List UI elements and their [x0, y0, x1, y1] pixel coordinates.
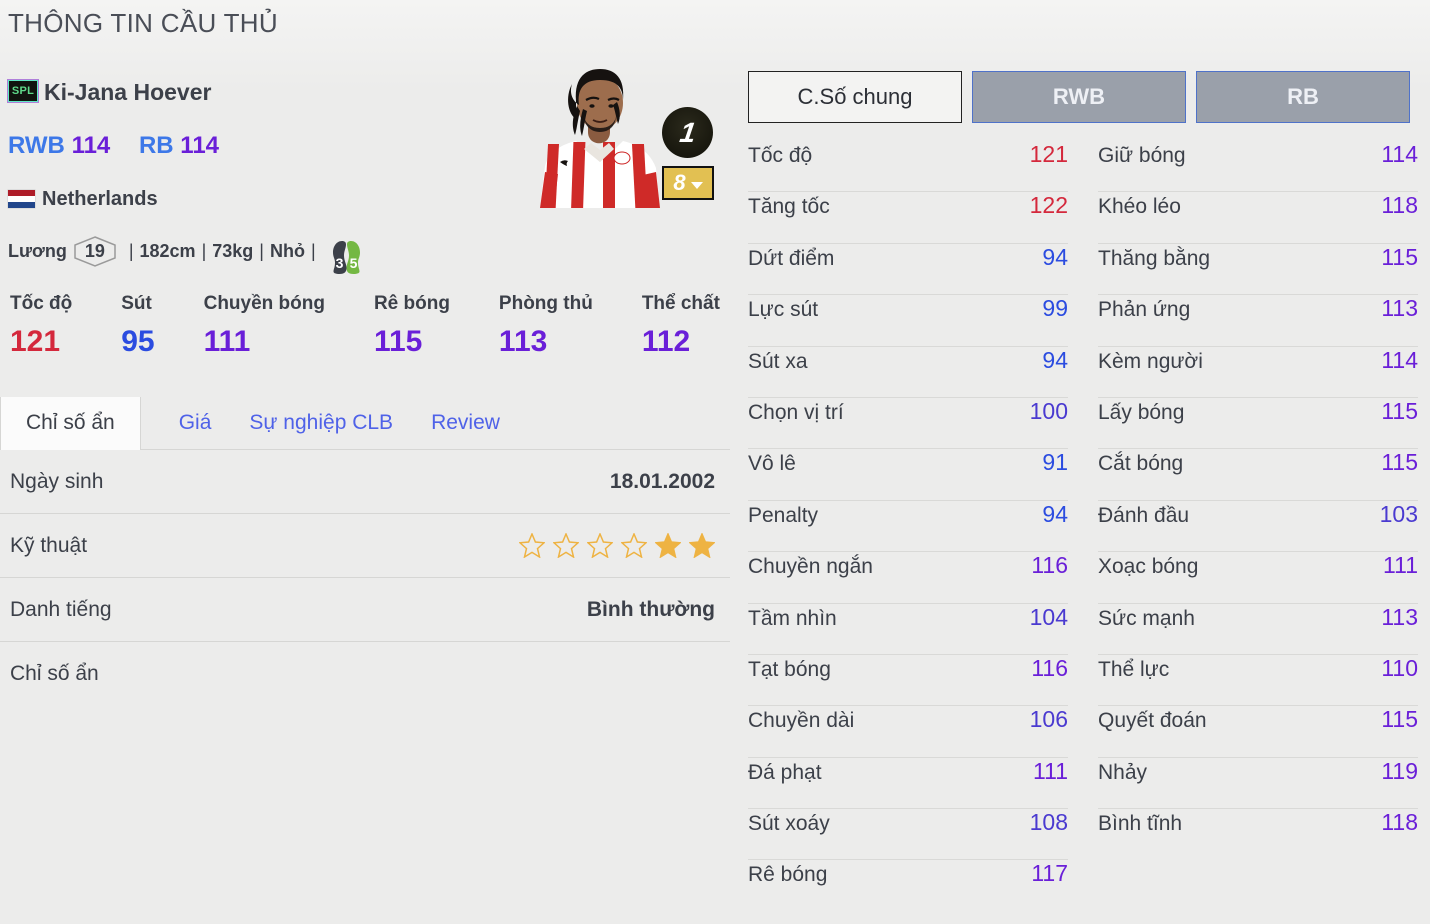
svg-text:5: 5	[349, 255, 357, 271]
